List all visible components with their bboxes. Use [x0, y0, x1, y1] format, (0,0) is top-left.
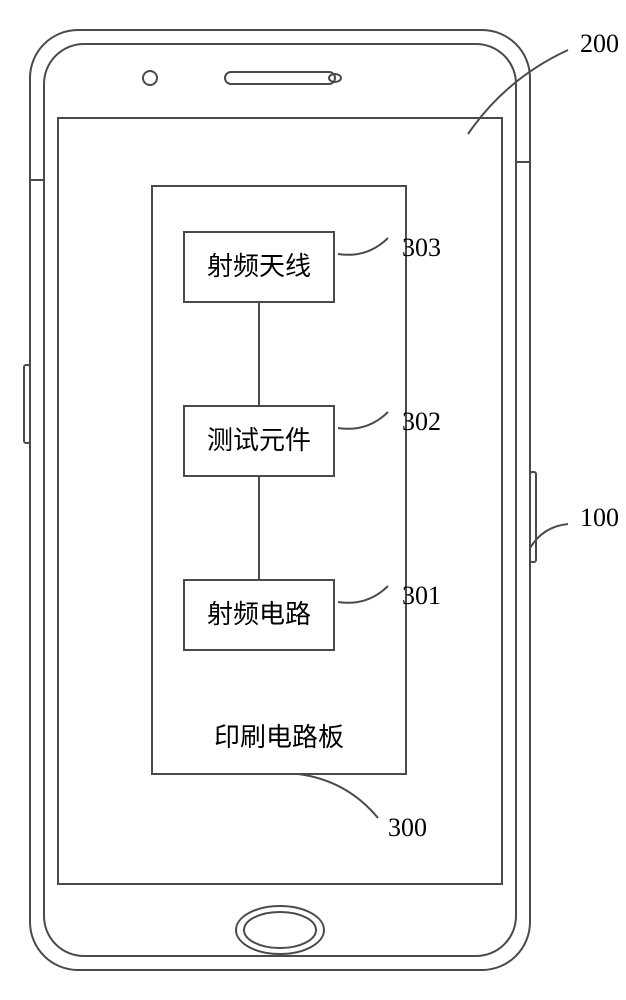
ref-100: 100	[580, 503, 619, 532]
ref-200: 200	[580, 29, 619, 58]
rf-circuit-ref: 301	[402, 581, 441, 610]
rf-antenna-ref: 303	[402, 233, 441, 262]
test-component-ref: 302	[402, 407, 441, 436]
pcb-label: 印刷电路板	[214, 723, 344, 752]
ref-300: 300	[388, 813, 427, 842]
rf-antenna-label: 射频天线	[207, 252, 311, 281]
test-component-label: 测试元件	[207, 426, 311, 455]
rf-circuit-label: 射频电路	[207, 600, 311, 629]
